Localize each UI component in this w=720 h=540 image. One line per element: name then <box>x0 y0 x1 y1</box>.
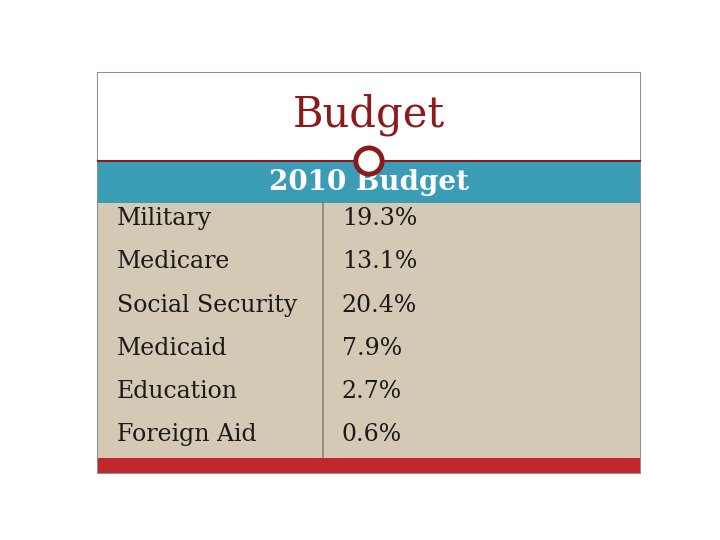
Text: Foreign Aid: Foreign Aid <box>117 423 257 446</box>
FancyBboxPatch shape <box>98 72 640 161</box>
Text: 19.3%: 19.3% <box>342 207 417 230</box>
FancyBboxPatch shape <box>98 204 640 457</box>
Text: 13.1%: 13.1% <box>342 251 417 273</box>
Text: Education: Education <box>117 380 238 403</box>
Text: Medicare: Medicare <box>117 251 230 273</box>
Text: 2.7%: 2.7% <box>342 380 402 403</box>
FancyBboxPatch shape <box>98 161 640 204</box>
Text: 2010 Budget: 2010 Budget <box>269 168 469 195</box>
Text: 0.6%: 0.6% <box>342 423 402 446</box>
Text: 20.4%: 20.4% <box>342 294 417 316</box>
Text: Social Security: Social Security <box>117 294 297 316</box>
Text: Budget: Budget <box>293 94 445 136</box>
FancyBboxPatch shape <box>98 457 640 473</box>
FancyBboxPatch shape <box>98 72 640 473</box>
Text: Medicaid: Medicaid <box>117 336 228 360</box>
Text: Military: Military <box>117 207 212 230</box>
Text: 7.9%: 7.9% <box>342 336 402 360</box>
Circle shape <box>356 148 382 174</box>
